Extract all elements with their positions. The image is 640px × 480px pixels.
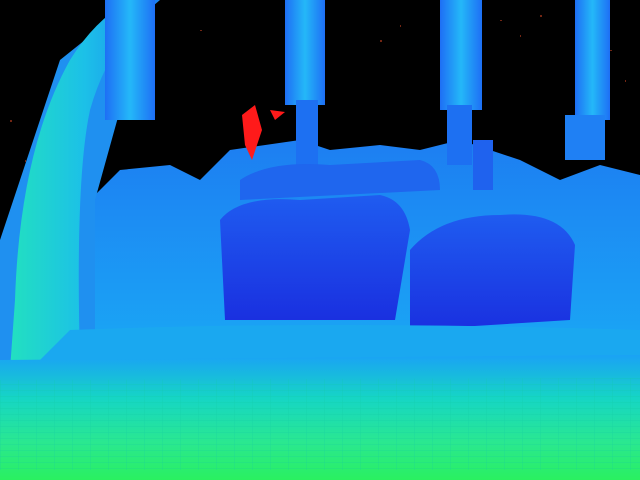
vertical-pipes [105,0,610,190]
pipe-3-neck [447,105,472,165]
machinery-block-right [410,214,575,330]
pipe-4 [575,0,610,120]
pipe-1 [105,0,155,120]
pipe-4-base [565,115,605,160]
small-pipe [473,140,493,190]
floor-grid-texture [0,378,640,470]
machinery-block-left [220,195,410,320]
noise-speckle [10,15,626,162]
left-vertical-post [10,0,160,370]
pipe-2-neck [296,100,318,180]
pipe-3 [440,0,482,110]
pipe-2 [285,0,325,105]
machinery-top [240,160,440,200]
outlier-pixels [242,105,285,160]
